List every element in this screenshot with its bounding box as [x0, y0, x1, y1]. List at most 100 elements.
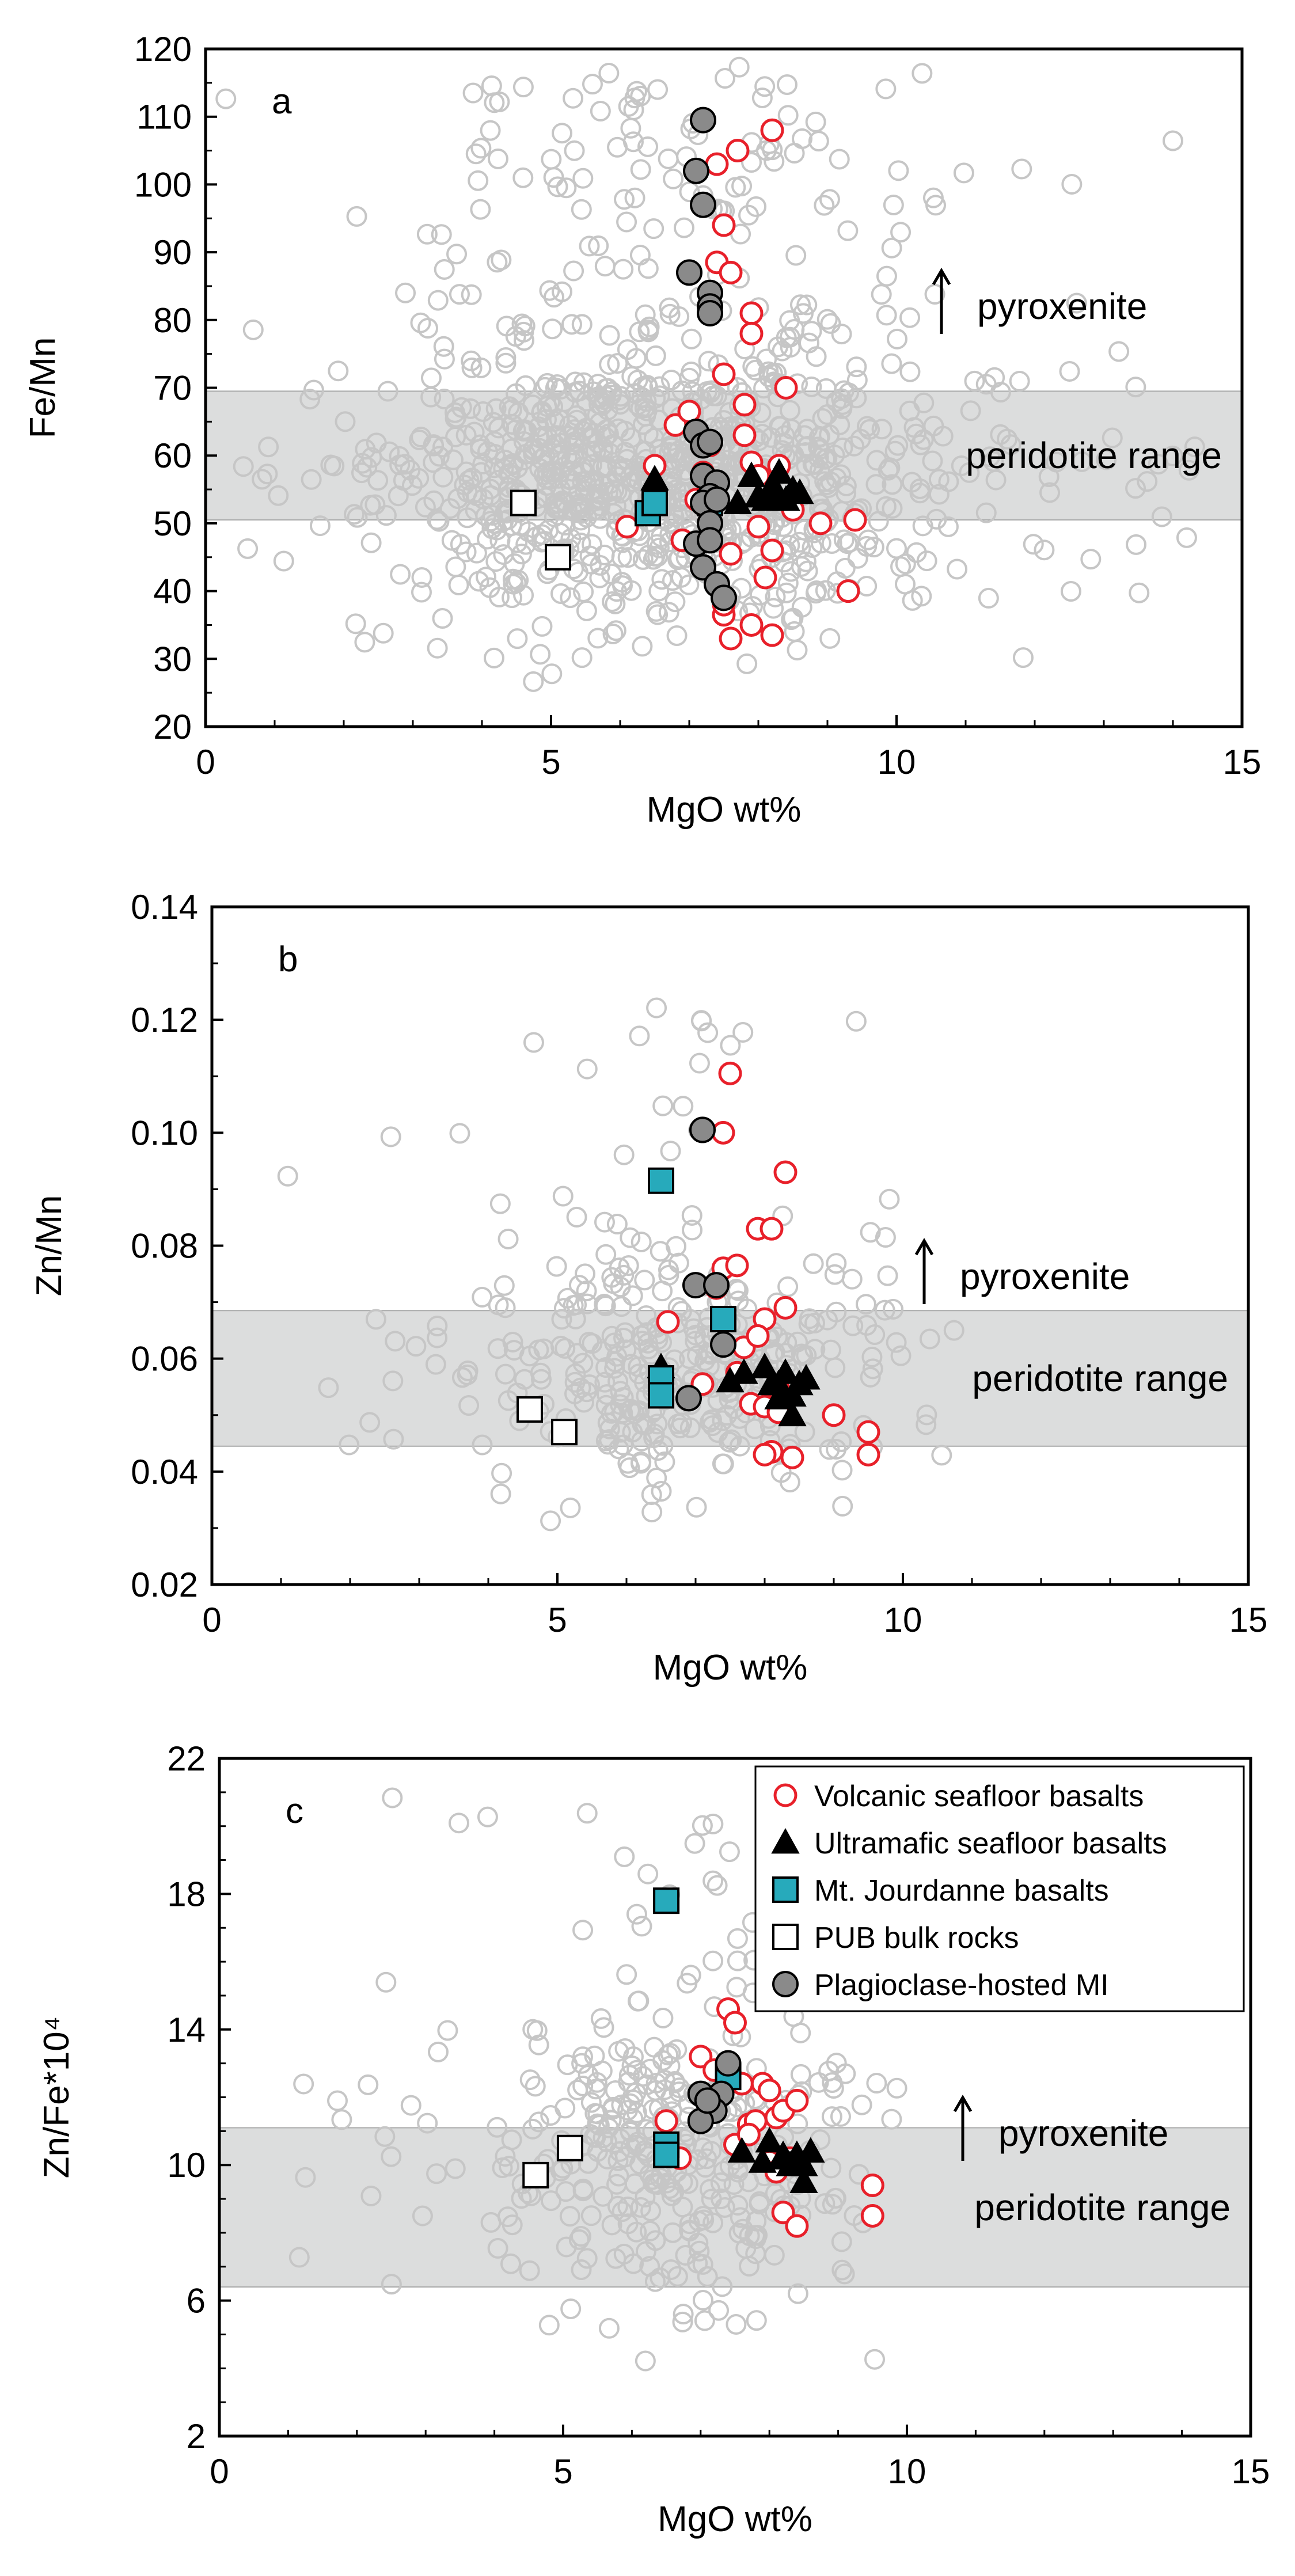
background-point	[805, 111, 826, 132]
background-point	[635, 2350, 656, 2372]
background-point	[644, 2271, 666, 2292]
ultramafic-point	[783, 2144, 811, 2170]
background-point	[331, 2109, 352, 2130]
background-point	[576, 2248, 598, 2269]
background-point	[716, 1404, 738, 1426]
background-points	[215, 56, 1205, 692]
background-point	[821, 2106, 842, 2127]
background-point	[427, 637, 448, 659]
background-point	[702, 1870, 724, 1891]
background-point	[814, 195, 835, 216]
background-point	[571, 314, 593, 335]
background-point	[826, 391, 847, 412]
background-point	[590, 2008, 612, 2029]
background-point	[522, 2118, 544, 2140]
band-label: peridotite range	[972, 1358, 1228, 1399]
background-point	[801, 376, 822, 397]
background-point	[434, 348, 455, 370]
background-point	[793, 425, 815, 446]
background-point	[252, 469, 273, 490]
background-point	[791, 596, 812, 618]
background-point	[450, 534, 471, 555]
background-point	[864, 2349, 886, 2370]
background-point	[776, 74, 797, 96]
volcanic-point	[689, 2045, 713, 2069]
background-point	[837, 220, 859, 241]
background-point	[612, 1434, 633, 1456]
legend-entry: Mt. Jourdanne basalts	[814, 1874, 1109, 1908]
background-point	[415, 496, 436, 518]
background-point	[744, 1418, 765, 1439]
background-point	[614, 189, 635, 210]
background-point	[610, 1381, 631, 1402]
background-point	[1137, 471, 1158, 492]
background-point	[579, 545, 601, 567]
background-point	[445, 2158, 466, 2179]
background-point	[808, 131, 829, 152]
background-point	[626, 2060, 648, 2081]
background-point	[787, 640, 808, 661]
panel-letter: b	[278, 940, 298, 979]
volcanic-point	[780, 1445, 804, 1469]
background-point	[777, 105, 799, 126]
background-point	[886, 1332, 907, 1353]
background-point	[501, 2129, 522, 2151]
y-tick-label: 0.04	[131, 1453, 198, 1491]
background-point	[553, 1298, 575, 1319]
background-point	[606, 1214, 628, 1235]
background-point	[595, 1357, 617, 1378]
background-point	[295, 2167, 316, 2188]
volcanic-point	[753, 1442, 777, 1466]
background-point	[530, 644, 551, 665]
background-point	[483, 647, 504, 668]
background-point	[487, 2237, 508, 2259]
background-point	[568, 1275, 590, 1296]
volcanic-point	[615, 515, 639, 539]
background-point	[792, 303, 814, 324]
background-point	[601, 1267, 622, 1288]
volcanic-point	[732, 393, 757, 417]
background-point	[638, 1338, 659, 1359]
background-point	[922, 450, 943, 472]
background-point	[614, 1322, 636, 1343]
background-point	[555, 491, 576, 512]
background-point	[485, 398, 507, 419]
x-axis-title: MgO wt%	[658, 2499, 812, 2539]
background-point	[820, 1339, 841, 1361]
background-point	[572, 168, 594, 189]
background-point	[503, 573, 524, 595]
background-point	[882, 474, 903, 495]
background-point	[637, 258, 659, 279]
jourdanne-point	[641, 489, 668, 516]
plagioclase-point	[697, 300, 723, 327]
background-point	[789, 294, 811, 316]
background-point	[708, 2300, 730, 2321]
background-point	[466, 542, 487, 564]
background-point	[925, 195, 947, 216]
background-point	[420, 367, 442, 389]
background-point	[689, 1053, 710, 1074]
background-point	[817, 1309, 838, 1331]
legend-entry: PUB bulk rocks	[814, 1921, 1019, 1955]
background-point	[612, 2201, 633, 2222]
y-axis-title: Fe/Mn	[23, 337, 63, 439]
background-point	[732, 2218, 754, 2240]
background-point	[637, 136, 659, 157]
background-point	[836, 482, 857, 504]
background-point	[484, 431, 505, 452]
background-point	[385, 1331, 406, 1352]
background-point	[490, 1483, 511, 1504]
background-point	[361, 447, 382, 468]
background-point	[715, 68, 736, 89]
background-point	[461, 284, 482, 305]
background-point	[472, 401, 493, 422]
background-point	[815, 449, 836, 470]
background-point	[805, 583, 826, 604]
background-point	[346, 206, 367, 227]
background-point	[785, 245, 807, 266]
background-point	[648, 580, 670, 602]
background-point	[777, 1276, 799, 1297]
ultramafic-point	[744, 481, 773, 508]
background-point	[1125, 377, 1146, 398]
